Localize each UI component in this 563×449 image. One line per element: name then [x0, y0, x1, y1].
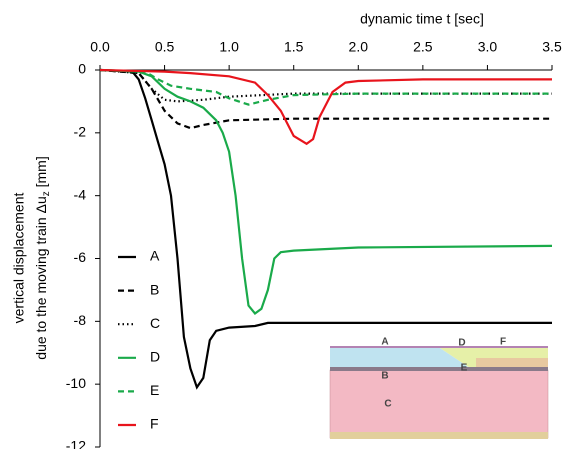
- y-axis-label-line: vertical displacement: [11, 193, 27, 324]
- layer-b: [330, 367, 548, 371]
- inset-label: E: [461, 363, 468, 374]
- layer-a: [330, 348, 470, 368]
- x-tick-label: 2.0: [349, 39, 369, 55]
- inset-label: C: [384, 399, 391, 410]
- y-label-text: due to the moving train Δu: [33, 196, 49, 359]
- y-tick-label: -6: [74, 249, 87, 265]
- series-line: [99, 68, 552, 106]
- y-tick-label: -8: [74, 312, 87, 328]
- series-line: [99, 68, 553, 316]
- x-tick-label: 0.5: [155, 39, 175, 55]
- x-tick-label: 1.0: [219, 39, 239, 55]
- x-tick-label: 3.5: [542, 39, 562, 55]
- y-tick-label: -10: [66, 375, 86, 391]
- inset-label: F: [500, 337, 506, 348]
- legend-label: C: [150, 315, 160, 331]
- inset-diagram: A B C D E F: [326, 337, 550, 440]
- inset-label: D: [458, 338, 465, 349]
- inset-label: A: [381, 337, 388, 348]
- x-tick-label: 1.5: [284, 39, 304, 55]
- inset-label: B: [381, 371, 388, 382]
- series-line: [99, 68, 552, 390]
- y-axis-label-line: due to the moving train Δuz [mm]: [33, 156, 52, 359]
- y-tick-label: -4: [74, 186, 87, 202]
- y-tick-label: -2: [74, 124, 87, 140]
- x-tick-label: 3.0: [478, 39, 498, 55]
- legend-label: A: [150, 248, 160, 264]
- x-axis-label: dynamic time t [sec]: [360, 11, 484, 27]
- layer-base: [330, 432, 548, 439]
- series-line: [99, 68, 552, 130]
- x-tick-label: 2.5: [413, 39, 433, 55]
- y-axis-label: vertical displacement due to the moving …: [11, 156, 52, 359]
- layer-f: [476, 358, 548, 368]
- legend-label: E: [150, 382, 159, 398]
- y-tick-label: 0: [78, 61, 86, 77]
- legend-label: B: [150, 281, 159, 297]
- y-tick-label: -12: [66, 438, 86, 449]
- legend-label: F: [150, 416, 159, 432]
- y-label-sub: z: [41, 191, 52, 196]
- series-line: [99, 68, 552, 103]
- y-label-unit: [mm]: [33, 156, 49, 191]
- legend-label: D: [150, 349, 160, 365]
- series-line: [99, 68, 552, 146]
- x-tick-label: 0.0: [90, 39, 110, 55]
- layer-c: [329, 369, 549, 439]
